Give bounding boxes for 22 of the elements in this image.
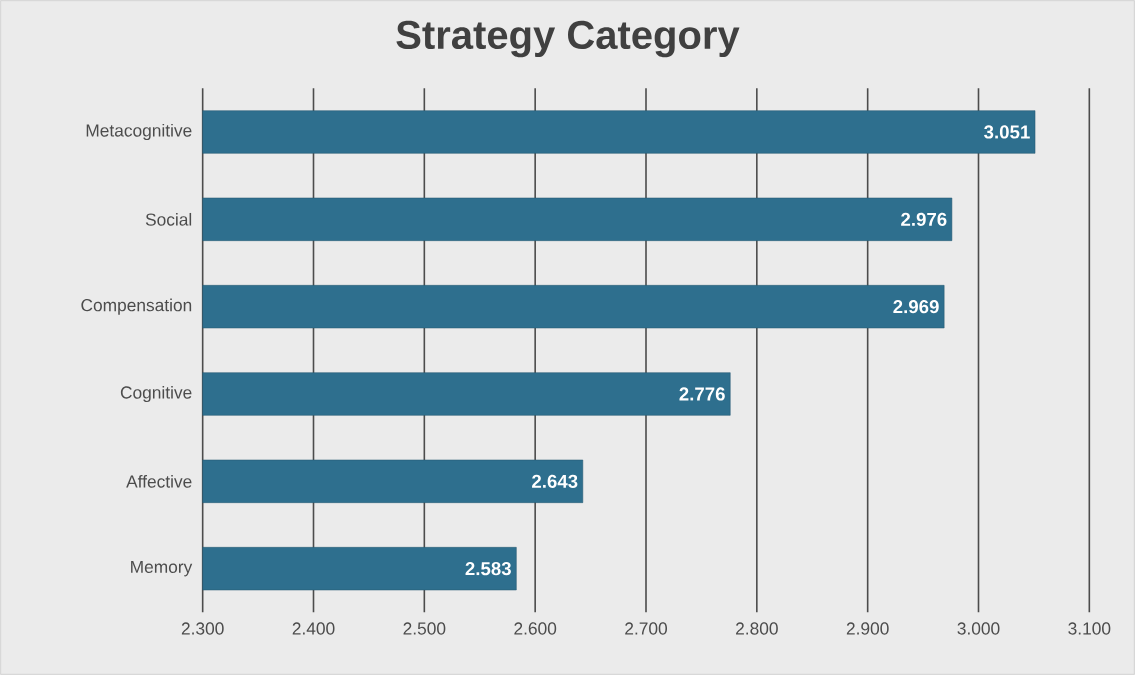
y-tick-label: Compensation [81,298,192,315]
data-label: 2.776 [679,387,725,401]
x-tick-label: 2.700 [625,622,668,635]
y-tick-label: Social [145,212,192,226]
x-tick-label: 3.000 [957,622,1000,635]
data-label: 3.051 [984,125,1030,139]
data-label: 2.643 [532,474,578,488]
x-tick-label: 2.500 [403,622,446,635]
y-tick-label: Cognitive [120,385,192,403]
y-tick-label: Affective [126,474,192,488]
chart-title: Strategy Category [396,20,740,58]
x-tick-label: 2.900 [846,622,889,635]
data-label: 2.976 [901,212,947,226]
x-tick-label: 2.300 [181,622,224,635]
data-label: 2.969 [893,300,939,314]
x-tick-label: 2.400 [292,622,335,635]
x-tick-label: 3.100 [1068,622,1111,635]
x-tick-label: 2.800 [736,622,778,635]
y-tick-label: Metacognitive [86,123,192,141]
y-tick-label: Memory [131,560,193,577]
data-label: 2.583 [465,562,511,576]
x-tick-label: 2.600 [514,622,557,635]
